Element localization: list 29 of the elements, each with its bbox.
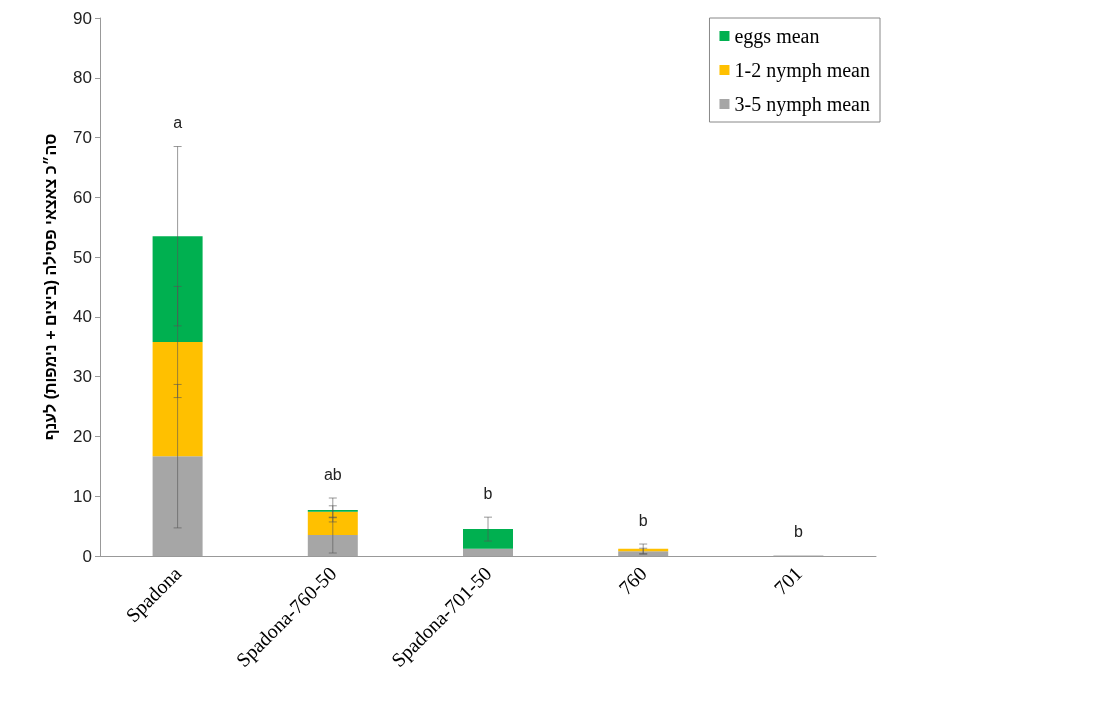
y-tick-label: 50 — [73, 247, 92, 267]
bar — [152, 236, 203, 342]
annotation: b — [638, 511, 648, 529]
y-tick-label: 20 — [73, 426, 92, 446]
y-tick-label: 0 — [82, 546, 92, 566]
y-tick-label: 10 — [73, 486, 92, 506]
bar — [307, 511, 358, 536]
x-tick-label: 701 — [769, 562, 807, 599]
annotation: b — [483, 484, 493, 502]
annotation: b — [793, 522, 803, 540]
legend-label: 1-2 nymph mean — [734, 59, 870, 82]
y-tick-label: 60 — [73, 187, 92, 207]
y-tick-label: 90 — [73, 8, 92, 28]
legend-label: 3-5 nymph mean — [734, 93, 870, 116]
y-tick-label: 70 — [73, 128, 92, 148]
y-tick-label: 30 — [73, 367, 92, 387]
bar — [152, 342, 203, 457]
legend-label: eggs mean — [734, 25, 820, 48]
annotation: a — [173, 114, 183, 132]
bar — [618, 551, 669, 556]
y-tick-label: 40 — [73, 307, 92, 327]
x-tick-label: 760 — [614, 562, 651, 599]
annotation: ab — [323, 465, 342, 483]
bar — [307, 535, 358, 556]
y-tick-label: 80 — [73, 68, 92, 88]
bar — [463, 529, 513, 549]
bar — [152, 456, 203, 556]
bar — [463, 548, 513, 556]
y-axis-title: סה״כ צאצאי פסילה (ביצים + נימפות) לענף — [41, 133, 59, 441]
